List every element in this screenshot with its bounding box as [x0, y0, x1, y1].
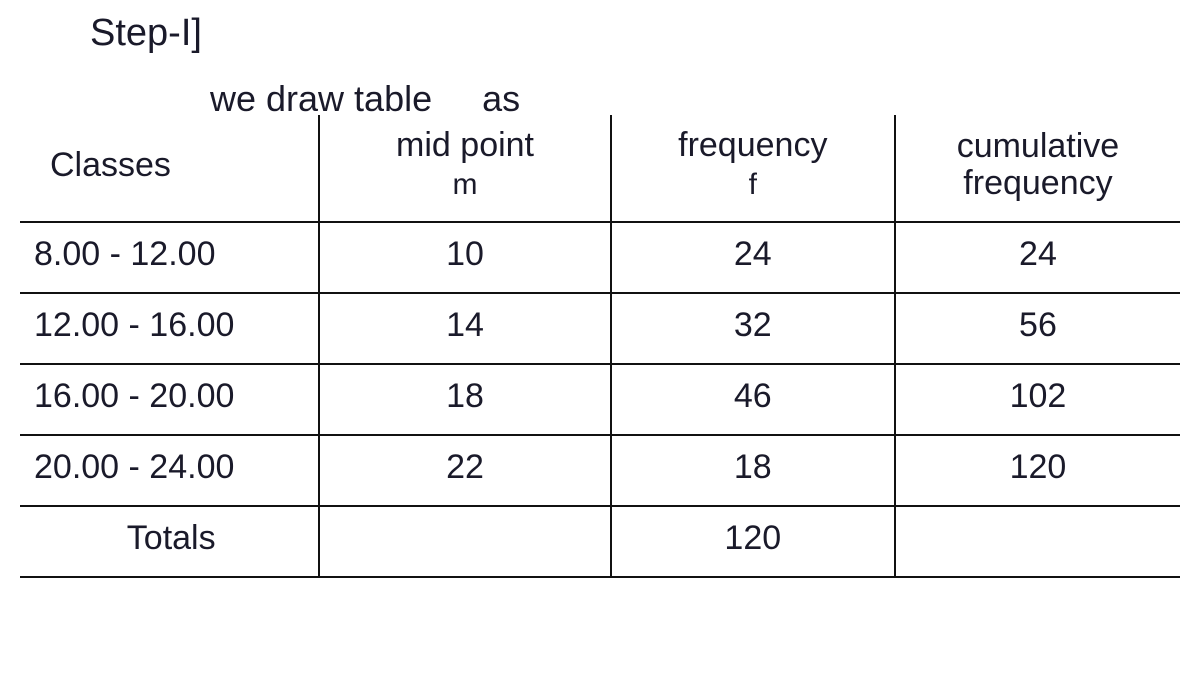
cell-frequency: 32: [611, 293, 895, 364]
cell-class: 8.00 - 12.00: [20, 222, 319, 293]
col-classes: Classes: [20, 115, 319, 222]
step-title: Step-I]: [90, 12, 202, 55]
table-row: 12.00 - 16.00 14 32 56: [20, 293, 1180, 364]
caption-pre: we draw table: [210, 78, 432, 119]
cell-class: 12.00 - 16.00: [20, 293, 319, 364]
table-row: 8.00 - 12.00 10 24 24: [20, 222, 1180, 293]
table-row: 20.00 - 24.00 22 18 120: [20, 435, 1180, 506]
cell-cumfreq: 120: [895, 435, 1180, 506]
col-frequency: frequency f: [611, 115, 895, 222]
table-totals-row: Totals 120: [20, 506, 1180, 577]
col-midpoint-symbol: m: [396, 168, 534, 201]
col-cumfreq-label: cumulative frequency: [906, 128, 1170, 203]
cell-class: 20.00 - 24.00: [20, 435, 319, 506]
table-header-row: Classes mid point m frequency f cumulati…: [20, 115, 1180, 222]
col-frequency-symbol: f: [678, 168, 827, 201]
totals-label: Totals: [20, 506, 319, 577]
cell-class: 16.00 - 20.00: [20, 364, 319, 435]
cell-frequency: 18: [611, 435, 895, 506]
caption: we draw table as: [210, 78, 520, 120]
totals-cumfreq: [895, 506, 1180, 577]
cell-cumfreq: 56: [895, 293, 1180, 364]
caption-post: as: [482, 78, 520, 119]
frequency-table: Classes mid point m frequency f cumulati…: [20, 115, 1180, 578]
col-cumfreq: cumulative frequency: [895, 115, 1180, 222]
totals-frequency: 120: [611, 506, 895, 577]
totals-midpoint: [319, 506, 610, 577]
cell-cumfreq: 102: [895, 364, 1180, 435]
col-frequency-label: frequency: [678, 126, 827, 164]
cell-midpoint: 18: [319, 364, 610, 435]
cell-frequency: 46: [611, 364, 895, 435]
cell-cumfreq: 24: [895, 222, 1180, 293]
col-classes-label: Classes: [50, 147, 171, 184]
cell-midpoint: 10: [319, 222, 610, 293]
cell-frequency: 24: [611, 222, 895, 293]
table-row: 16.00 - 20.00 18 46 102: [20, 364, 1180, 435]
col-midpoint-label: mid point: [396, 126, 534, 164]
cell-midpoint: 22: [319, 435, 610, 506]
col-midpoint: mid point m: [319, 115, 610, 222]
cell-midpoint: 14: [319, 293, 610, 364]
page: Step-I] we draw table as Classes mid poi…: [0, 0, 1200, 679]
